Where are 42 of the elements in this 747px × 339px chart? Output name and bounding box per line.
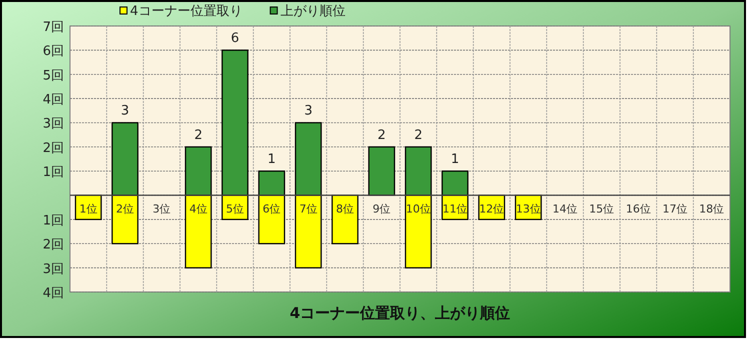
data-label: 6 (230, 31, 240, 46)
x-tick-label: 18位 (699, 202, 724, 216)
data-label: 2 (194, 128, 202, 143)
y-tick-label: 4回 (42, 286, 64, 301)
x-tick-label: 11位 (442, 202, 468, 216)
y-tick-label: 5回 (42, 68, 64, 84)
x-tick-label: 16位 (626, 202, 651, 216)
x-tick-label: 4位 (189, 202, 208, 216)
text: 4コーナー位置取り、上がり順位 (290, 304, 510, 322)
x-tick-label: 7位 (299, 202, 318, 216)
y-tick-label: 3回 (42, 116, 64, 132)
y-tick-label: 2回 (42, 238, 64, 253)
x-tick-label: 14位 (552, 202, 578, 216)
x-tick-label: 17位 (662, 202, 688, 216)
legend-label: 4コーナー位置取り (130, 4, 242, 19)
y-tick-label: 4回 (42, 92, 64, 108)
x-tick-label: 6位 (262, 202, 281, 216)
bar (332, 194, 358, 244)
legend-label: 上がり順位 (280, 4, 346, 19)
x-tick-label: 2位 (116, 202, 134, 216)
y-tick-label: 1回 (42, 165, 64, 180)
x-tick-label: 12位 (479, 202, 504, 216)
data-label: 2 (378, 128, 386, 143)
x-tick-label: 1位 (79, 202, 98, 216)
data-label: 3 (120, 104, 130, 119)
x-tick-label: 5位 (226, 202, 244, 216)
y-tick-label: 3回 (42, 262, 64, 277)
bar (368, 146, 396, 196)
x-tick-label: 13位 (516, 202, 541, 216)
y-tick-label: 2回 (42, 140, 64, 156)
x-tick-label: 3位 (152, 202, 171, 216)
data-label: 3 (304, 104, 312, 119)
y-tick-label: 1回 (42, 213, 64, 228)
x-tick-label: 10位 (406, 202, 431, 216)
x-tick-label: 9位 (372, 202, 391, 216)
y-tick-label: 6回 (42, 44, 64, 60)
data-label: 2 (414, 128, 422, 143)
data-label: 1 (268, 152, 276, 168)
x-tick-label: 15位 (589, 202, 614, 216)
x-tick-label: 8位 (336, 202, 354, 216)
data-label: 1 (450, 152, 460, 168)
y-tick-label: 7回 (42, 20, 64, 35)
